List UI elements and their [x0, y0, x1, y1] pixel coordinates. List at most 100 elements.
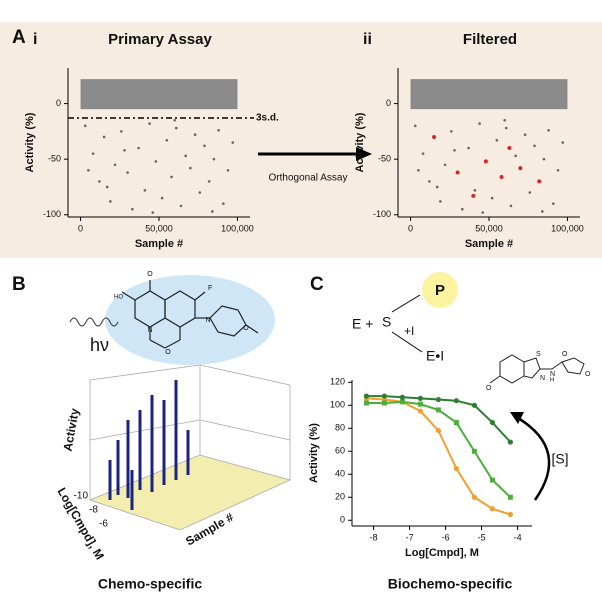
- x-tick-label: -8: [370, 532, 378, 542]
- y-tick-label: 100: [330, 400, 345, 410]
- fit-line: [366, 400, 512, 498]
- chart-title: Primary Assay: [108, 31, 212, 48]
- panel-sub-label: i: [33, 31, 37, 48]
- point: [226, 168, 230, 172]
- y-tick-label: 40: [335, 469, 345, 479]
- point: [439, 200, 442, 203]
- point: [435, 185, 439, 189]
- inhibitor: +I: [404, 324, 414, 338]
- point: [542, 157, 546, 161]
- complex: E•I: [426, 348, 444, 364]
- marker: [453, 465, 459, 472]
- point: [473, 189, 477, 192]
- x-axis-label: Log[Cmpd], M: [405, 547, 479, 559]
- arrow-head: [510, 412, 524, 424]
- point: [173, 118, 176, 122]
- point: [443, 163, 447, 167]
- point: [533, 144, 536, 148]
- point: [514, 154, 517, 158]
- panel-letter: C: [310, 274, 324, 295]
- x-tick-label: 100,000: [221, 223, 254, 233]
- y-tick-label: -50: [48, 154, 61, 164]
- y-tick-label: 0: [386, 98, 391, 108]
- chart-title: Filtered: [463, 31, 517, 48]
- marker: [471, 494, 477, 500]
- point: [184, 154, 187, 158]
- marker: [453, 420, 459, 426]
- y-tick-label: 0: [340, 515, 345, 525]
- atom: F: [208, 285, 212, 292]
- y-axis-label: Activity (%): [354, 112, 366, 172]
- highlight-point: [537, 179, 542, 184]
- point: [552, 202, 555, 205]
- marker: [381, 400, 387, 406]
- molecule: [121, 280, 259, 349]
- enzyme: E +: [352, 316, 373, 332]
- highlight-point: [499, 174, 504, 179]
- point: [547, 128, 550, 132]
- arrow: [391, 294, 421, 313]
- product-glow: [422, 272, 458, 308]
- wave: [69, 317, 119, 327]
- x-tick-label: -7: [406, 532, 414, 542]
- point: [509, 204, 513, 208]
- light-label: hν: [90, 335, 109, 355]
- y-tick-label: 0: [56, 98, 61, 108]
- atom: O: [243, 325, 249, 332]
- x-tick-label: 50,000: [475, 223, 503, 233]
- y-tick-label: 60: [335, 446, 345, 456]
- depth-tick: -6: [99, 519, 108, 530]
- point: [207, 180, 211, 183]
- marker: [363, 400, 369, 406]
- atom: N: [205, 317, 210, 324]
- point: [131, 207, 134, 211]
- y-tick-label: 20: [335, 492, 345, 502]
- marker: [453, 398, 459, 404]
- point: [98, 180, 101, 183]
- highlight-point: [455, 170, 460, 175]
- marker: [471, 448, 477, 454]
- atom: N: [540, 375, 545, 382]
- point: [148, 122, 151, 125]
- panel-a-background: [0, 22, 602, 258]
- y-tick-label: 120: [330, 377, 345, 387]
- point: [495, 138, 499, 142]
- x-axis-label: Sample #: [465, 238, 513, 250]
- marker: [507, 494, 513, 500]
- point: [109, 200, 112, 203]
- point: [198, 191, 202, 194]
- caption: Biochemo-specific: [388, 576, 513, 592]
- y-axis-label: Activity (%): [308, 423, 320, 483]
- point: [193, 133, 197, 137]
- fit-line: [366, 397, 511, 516]
- arrow-label: Orthogonal Assay: [269, 173, 348, 184]
- point: [503, 118, 506, 122]
- marker: [489, 506, 495, 512]
- marker: [507, 439, 513, 445]
- point: [490, 196, 494, 200]
- point: [231, 141, 235, 144]
- point: [170, 175, 173, 179]
- molecule: [489, 354, 585, 384]
- point: [113, 163, 117, 167]
- marker: [489, 419, 495, 426]
- x-tick-label: -6: [442, 532, 450, 542]
- marker: [417, 395, 423, 401]
- depth-tick: -8: [89, 505, 98, 516]
- marker: [381, 393, 387, 399]
- marker: [489, 477, 495, 483]
- point: [478, 122, 481, 125]
- atom: O: [562, 351, 568, 358]
- marker: [417, 408, 423, 414]
- point: [523, 133, 527, 137]
- point: [450, 130, 453, 133]
- point: [561, 141, 565, 144]
- point: [105, 185, 109, 189]
- marker: [363, 393, 369, 399]
- point: [421, 152, 425, 155]
- arrow-head: [356, 147, 372, 161]
- atom: H: [550, 378, 554, 384]
- point: [120, 130, 123, 133]
- substrate: S: [382, 314, 391, 330]
